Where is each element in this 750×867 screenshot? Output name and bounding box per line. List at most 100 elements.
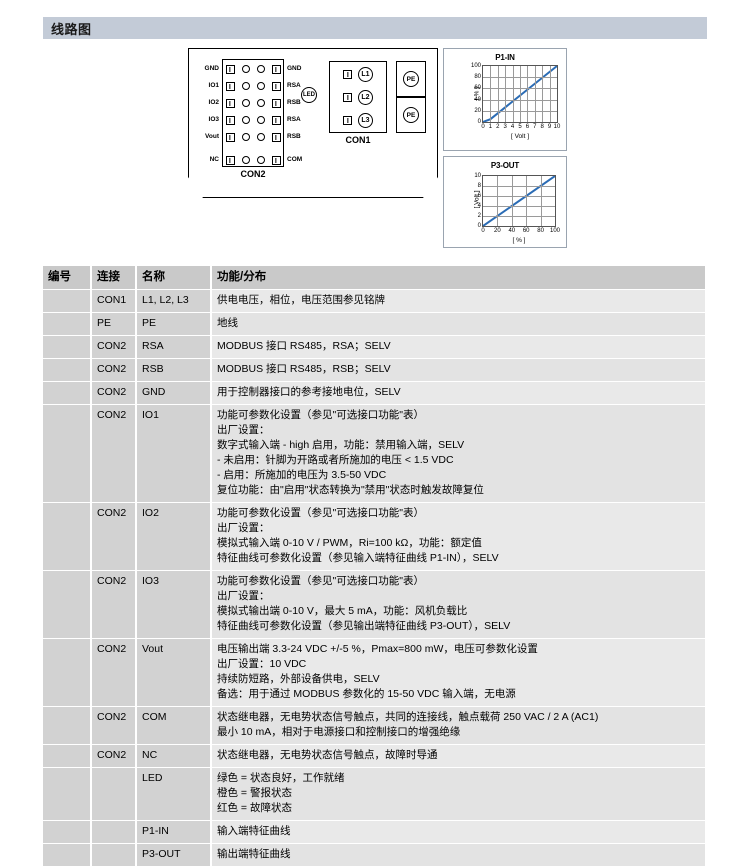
function-line: 持续防短路，外部设备供电，SELV <box>217 673 380 685</box>
cell-name: IO3 <box>136 570 212 639</box>
chart-x-tick: 60 <box>522 228 530 234</box>
cell-function: 供电电压，相位，电压范围参见铭牌 <box>211 289 707 313</box>
chart-x-tick: 9 <box>547 124 552 130</box>
function-line: 出厂设置：10 VDC <box>217 658 307 670</box>
table-header-row: 编号 连接 名称 功能/分布 <box>43 265 707 290</box>
connector-con2 <box>222 59 284 167</box>
cell-no <box>43 706 92 745</box>
chart-y-tick: 10 <box>474 173 481 179</box>
chart-x-tick: 5 <box>518 124 522 130</box>
con2-left-label: NC <box>209 156 219 163</box>
chart-x-tick: 3 <box>503 124 507 130</box>
con2-right-label: RSA <box>287 82 301 89</box>
cell-no <box>43 767 92 821</box>
terminal-screw-icon <box>343 69 352 79</box>
con1-pin-row: L2 <box>329 86 387 108</box>
cell-function: 输出端特征曲线 <box>211 843 707 867</box>
grid-line-vertical <box>511 176 513 226</box>
cell-no <box>43 638 92 707</box>
con2-pin-row: Vout RSB <box>205 130 301 144</box>
cell-name: LED <box>136 767 212 821</box>
con2-right-label: GND <box>287 65 302 72</box>
specification-table: 编号 连接 名称 功能/分布 CON1 L1, L2, L3 供电电压，相位，电压范… <box>43 265 707 867</box>
con2-pin-row: GND GND <box>205 62 301 76</box>
pe-terminal: PE <box>396 97 426 133</box>
grid-line-vertical <box>490 66 492 122</box>
cell-connection: CON2 <box>91 502 137 571</box>
function-line: 功能可参数化设置（参见"可选接口功能"表） <box>217 507 424 519</box>
chart-xlabel-p1-in: [ Volt ] <box>510 133 530 140</box>
cell-function: 电压输出端 3.3-24 VDC +/-5 %，Pmax=800 mW，电压可参… <box>211 638 707 707</box>
chart-x-tick: 20 <box>494 228 501 234</box>
function-line: - 未启用：针脚为开路或者所施加的电压 < 1.5 VDC <box>217 454 454 466</box>
function-line: 状态继电器，无电势状态信号触点，故障时导通 <box>217 749 438 761</box>
cell-name: GND <box>136 381 212 405</box>
cell-name: P3-OUT <box>136 843 212 867</box>
table-row: CON2 Vout 电压输出端 3.3-24 VDC +/-5 %，Pmax=800… <box>43 638 707 707</box>
terminal-hole-icon <box>256 65 265 73</box>
cell-no <box>43 820 92 844</box>
table-row: CON2 IO2 功能可参数化设置（参见"可选接口功能"表） 出厂设置： 模拟式输入端 … <box>43 502 707 571</box>
cell-no <box>43 404 92 503</box>
function-line: 出厂设置： <box>217 522 270 534</box>
grid-line-horizontal <box>483 206 555 207</box>
con2-left-label: Vout <box>205 133 219 140</box>
grid-line-vertical <box>540 176 542 226</box>
cell-function: 地线 <box>211 312 707 336</box>
chart-x-tick: 1 <box>488 124 493 130</box>
con2-left-label: IO2 <box>208 99 219 106</box>
cell-function: 用于控制器接口的参考接地电位，SELV <box>211 381 707 405</box>
con2-left-label: GND <box>204 65 219 72</box>
con1-phase-label: L3 <box>358 112 373 128</box>
cell-connection <box>91 843 137 867</box>
table-header: 编号 连接 名称 功能/分布 <box>43 265 707 290</box>
chart-plot-p3-out: [ % ] [ Volt ] 0 2 4 6 8 10 0 20 40 60 80 100 <box>474 173 561 244</box>
chart-x-tick: 100 <box>549 228 561 234</box>
terminal-screw-icon <box>343 92 352 102</box>
function-line: 模拟式输出端 0-10 V，最大 5 mA，功能：风机负载比 <box>217 605 468 617</box>
terminal-hole-icon <box>256 133 265 141</box>
cell-connection <box>91 767 137 821</box>
cell-connection: CON1 <box>91 289 137 313</box>
terminal-hole-icon <box>256 116 265 124</box>
cell-connection: CON2 <box>91 570 137 639</box>
function-line: 复位功能：由"启用"状态转换为"禁用"状态时触发故障复位 <box>217 484 484 496</box>
chart-x-tick: 40 <box>508 228 516 234</box>
con2-right-label: COM <box>287 156 303 163</box>
terminal-screw-icon <box>343 115 352 125</box>
cell-function: 功能可参数化设置（参见"可选接口功能"表） 出厂设置： 数字式输入端 - high … <box>211 404 707 503</box>
function-line: 出厂设置： <box>217 590 270 602</box>
chart-x-tick: 0 <box>481 124 485 130</box>
cell-no <box>43 289 92 313</box>
cell-connection: CON2 <box>91 744 137 768</box>
cell-name: Vout <box>136 638 212 707</box>
cell-function: 状态继电器，无电势状态信号触点，共同的连接线，触点载荷 250 VAC / 2 … <box>211 706 707 745</box>
cell-connection: CON2 <box>91 706 137 745</box>
terminal-screw-icon <box>271 132 281 142</box>
function-line: 最小 10 mA，相对于电源接口和控制接口的增强绝缘 <box>217 726 461 738</box>
con2-right-label: RSA <box>287 116 301 123</box>
cell-no <box>43 502 92 571</box>
cell-connection: CON2 <box>91 404 137 503</box>
terminal-screw-icon <box>271 81 281 91</box>
page-title: 线路图 <box>51 21 92 37</box>
chart-y-tick: 20 <box>474 107 481 114</box>
terminal-hole-icon <box>241 116 250 124</box>
cell-connection: CON2 <box>91 335 137 359</box>
cell-connection: PE <box>91 312 137 336</box>
con1-pin-row: L1 <box>329 63 387 85</box>
function-line: 输出端特征曲线 <box>217 848 291 860</box>
function-line: 输入端特征曲线 <box>217 825 291 837</box>
cell-function: 状态继电器，无电势状态信号触点，故障时导通 <box>211 744 707 768</box>
cell-name: COM <box>136 706 212 745</box>
chart-x-tick: 2 <box>496 124 500 130</box>
table-row: CON2 IO1 功能可参数化设置（参见"可选接口功能"表） 出厂设置： 数字式输入端 … <box>43 404 707 503</box>
col-header-name: 名称 <box>136 265 212 290</box>
chart-title-p1-in: P1-IN <box>495 53 515 62</box>
con1-label: CON1 <box>345 135 371 145</box>
function-line: 红色 = 故障状态 <box>217 802 292 814</box>
cell-function: MODBUS 接口 RS485，RSA；SELV <box>211 335 707 359</box>
chart-card-p3-out: P3-OUT [ % ] [ Volt ] 0 2 4 6 8 10 0 20 40 60 80 10… <box>443 156 567 248</box>
grid-line-vertical <box>549 66 551 122</box>
function-line: 功能可参数化设置（参见"可选接口功能"表） <box>217 409 424 421</box>
